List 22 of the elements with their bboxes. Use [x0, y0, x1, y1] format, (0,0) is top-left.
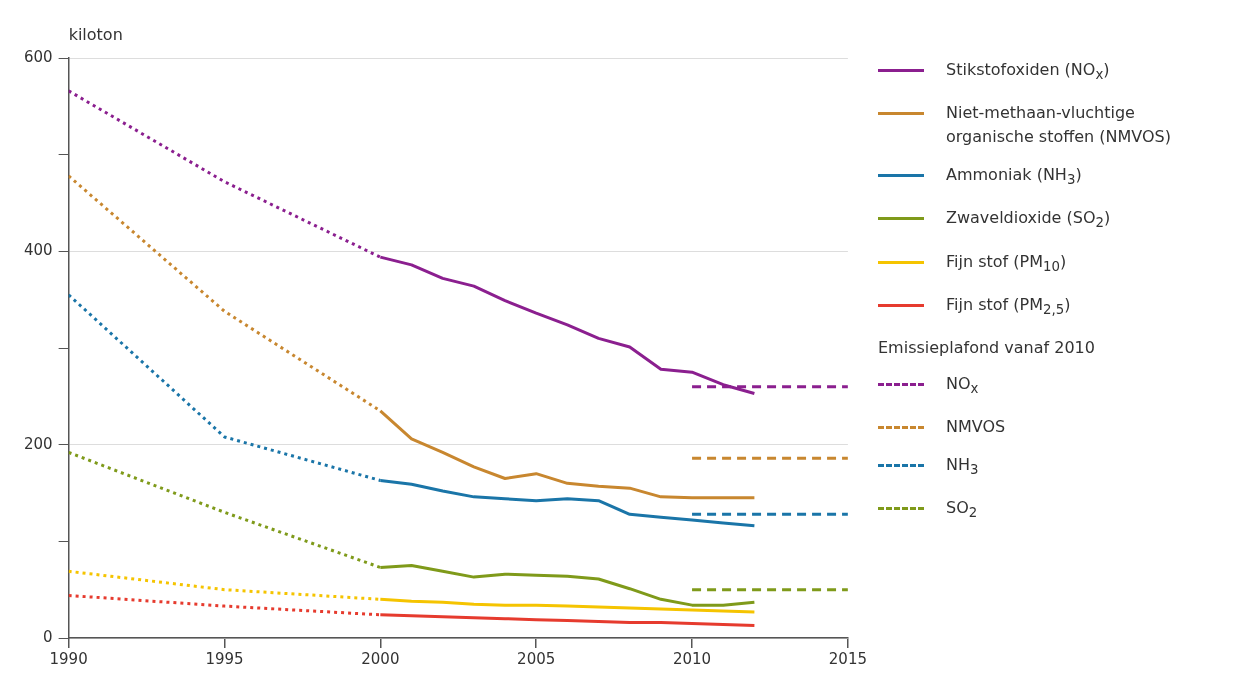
y-tick-label: 0	[43, 627, 53, 646]
y-tick-label: 600	[23, 47, 53, 66]
legend-label: Ammoniak (NH$_{3}$)	[946, 164, 1083, 190]
legend-label: Fijn stof (PM$_{10}$)	[946, 250, 1068, 276]
x-tick-label: 2005	[517, 649, 556, 668]
x-tick-label: 2010	[672, 649, 712, 668]
legend-title: Emissieplafond vanaf 2010	[878, 336, 1096, 359]
legend-label: NH$_{3}$	[946, 454, 980, 480]
x-tick-label: 1990	[49, 649, 88, 668]
x-tick-label: 2015	[828, 649, 868, 668]
legend-label: Zwaveldioxide (SO$_{2}$)	[946, 207, 1112, 233]
legend-label: SO$_{2}$	[946, 497, 979, 523]
legend-label: Stikstofoxiden (NO$_{x}$)	[946, 59, 1111, 85]
legend-label: Niet-methaan-vluchtige organische stoffen (NMVOS)	[946, 102, 1172, 149]
x-tick-label: 1995	[205, 649, 244, 668]
y-tick-label: 200	[23, 434, 53, 453]
x-tick-label: 2000	[361, 649, 400, 668]
legend-label: Fijn stof (PM$_{2,5}$)	[946, 293, 1072, 319]
y-axis-title: kiloton	[68, 25, 123, 45]
y-tick-label: 400	[23, 241, 53, 260]
legend-label: NMVOS	[946, 416, 1007, 439]
legend-label: NO$_{x}$	[946, 372, 980, 399]
